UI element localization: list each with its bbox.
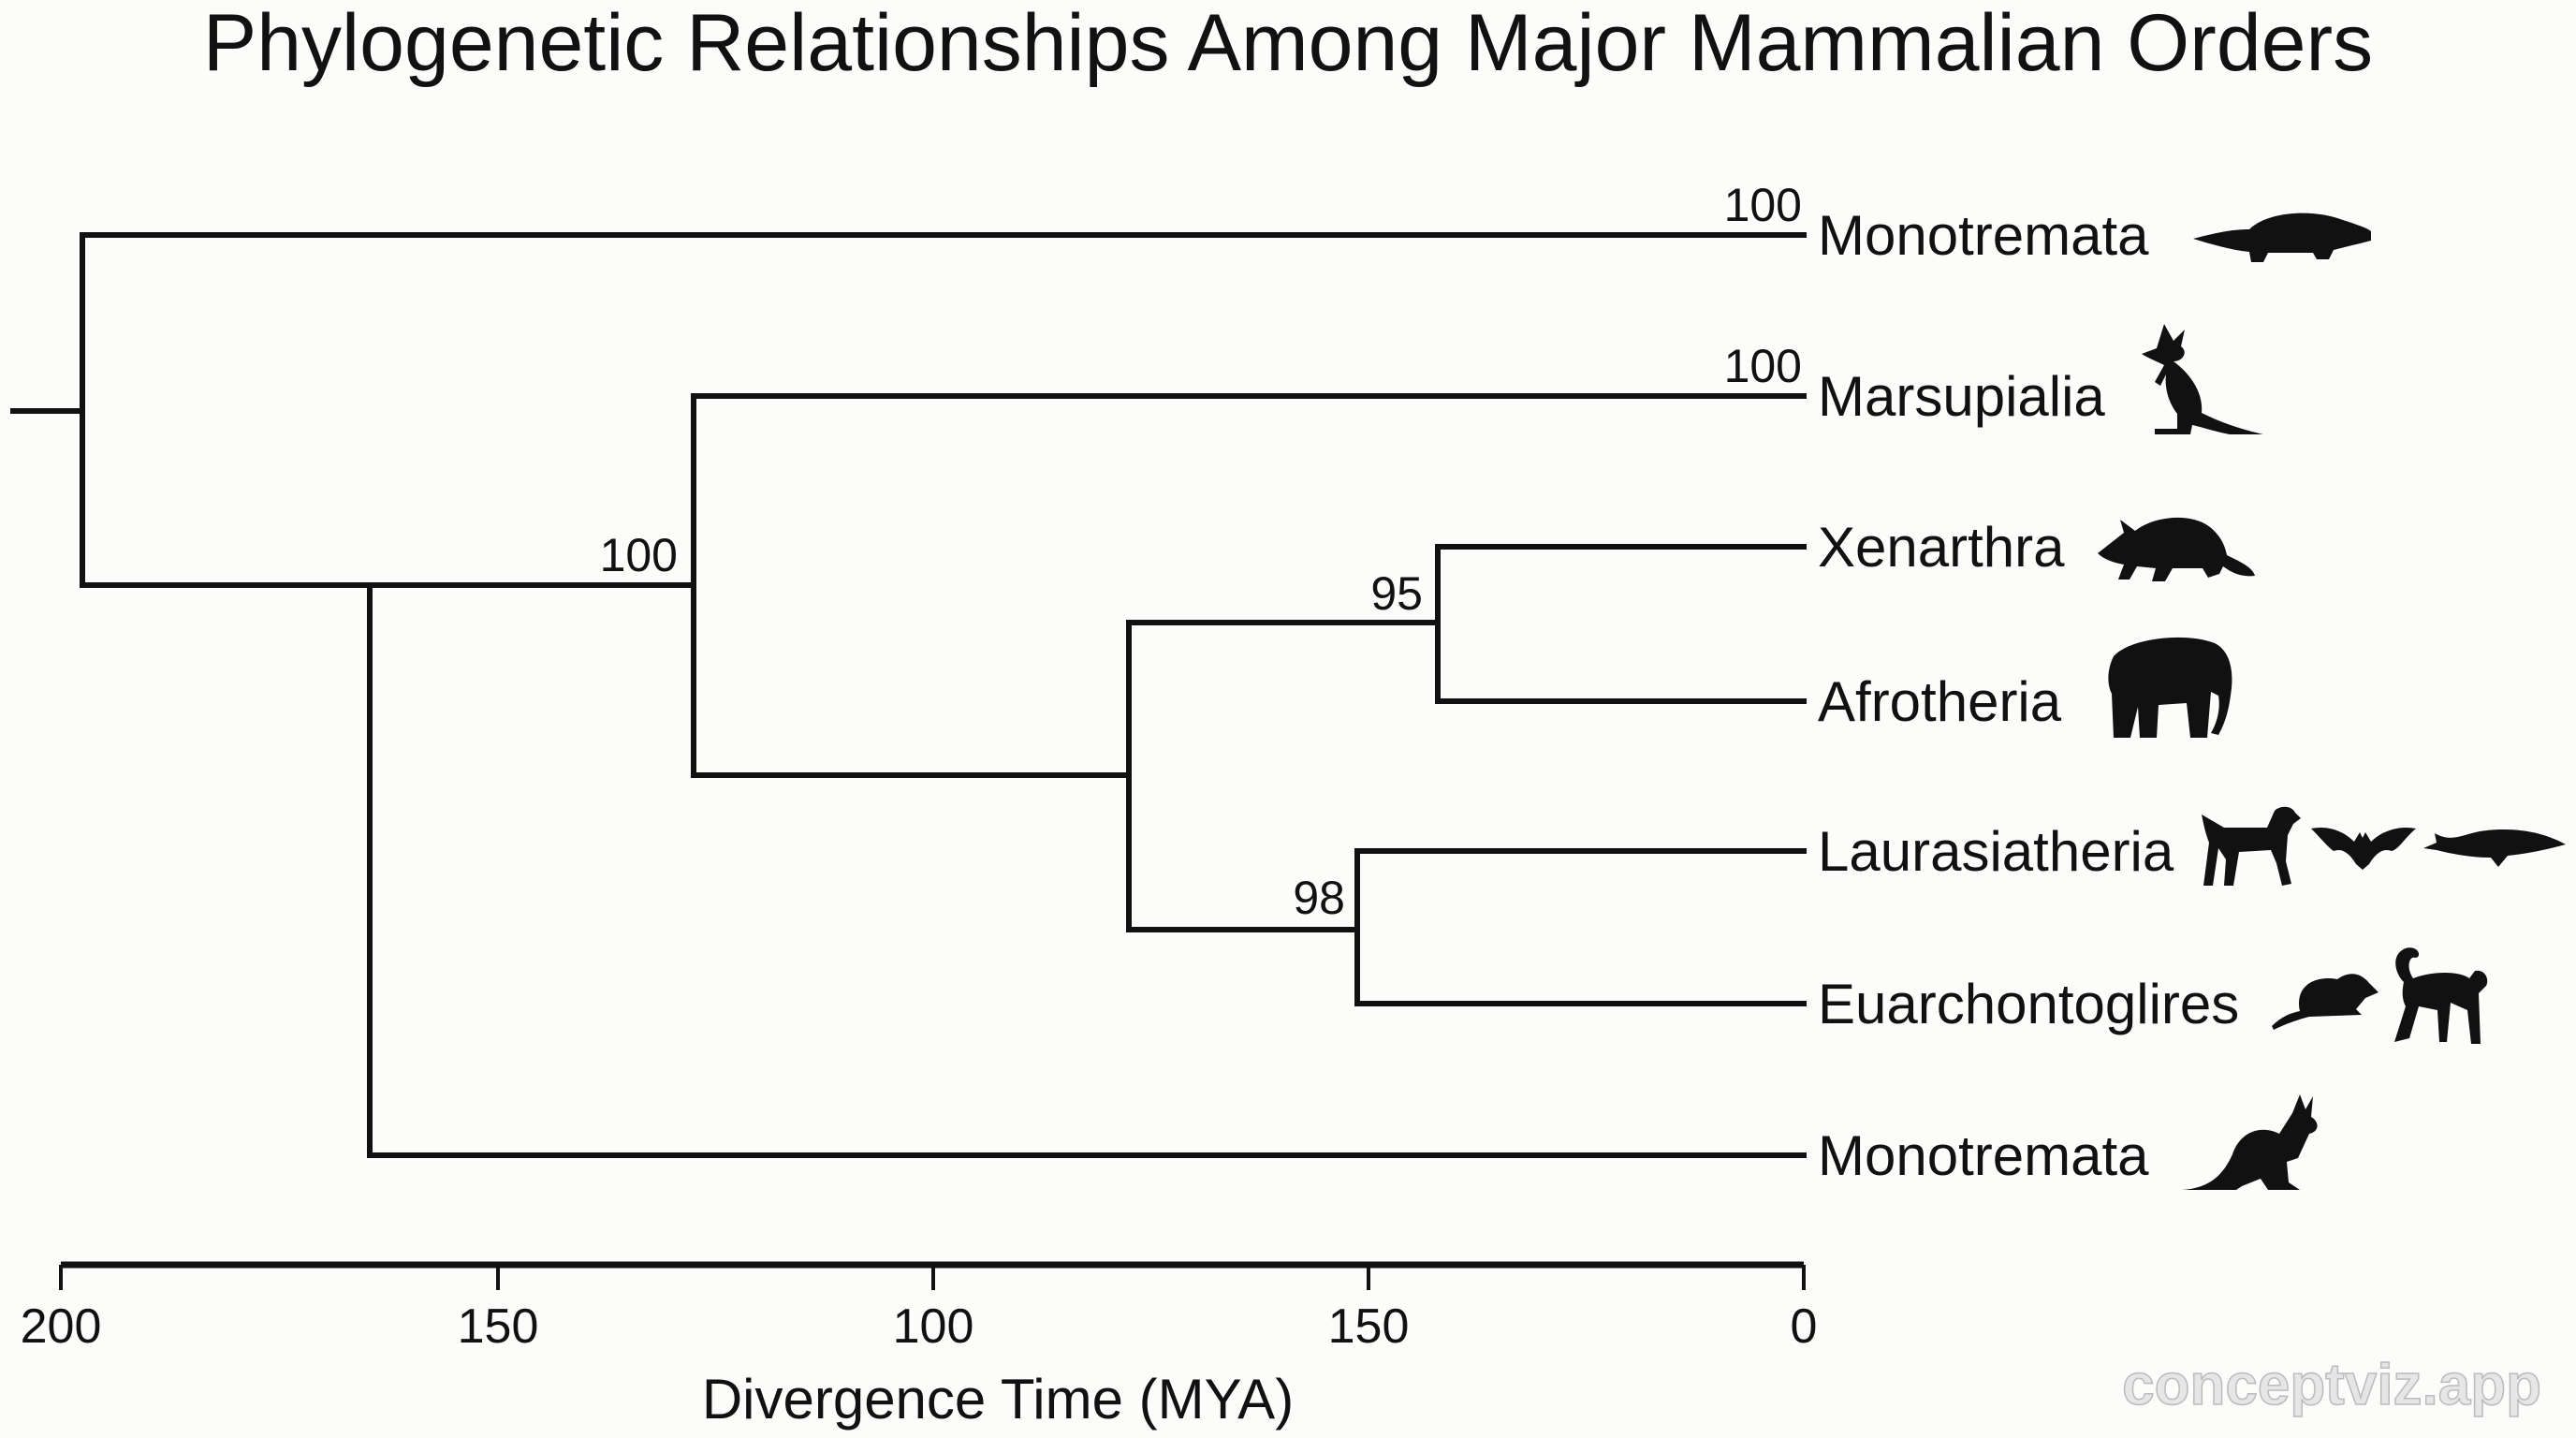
dog-icon xyxy=(2202,806,2301,886)
axis-tick-label: 200 xyxy=(21,1299,102,1354)
axis-tick-label: 150 xyxy=(458,1299,539,1354)
platypus-icon xyxy=(2193,213,2371,262)
kangaroo-icon xyxy=(2182,1094,2318,1190)
bootstrap-label: 95 xyxy=(1370,567,1423,620)
tip-label: Afrotheria xyxy=(1818,670,2062,733)
monkey-icon xyxy=(2394,947,2488,1044)
axis-tick-label: 150 xyxy=(1328,1299,1410,1354)
tip-label: Euarchontoglires xyxy=(1818,973,2239,1035)
tip-label: Xenarthra xyxy=(1818,516,2065,579)
bootstrap-label: 98 xyxy=(1293,872,1345,924)
bat-icon xyxy=(2311,827,2416,870)
tip-label: Monotremata xyxy=(1818,204,2149,267)
axis-tick-label: 100 xyxy=(893,1299,974,1354)
watermark: conceptviz.app xyxy=(2122,1353,2541,1417)
tip-label: Marsupialia xyxy=(1818,365,2105,428)
tree-branches xyxy=(10,232,1807,1158)
tip-label: Monotremata xyxy=(1818,1124,2149,1187)
whale-icon xyxy=(2423,829,2566,867)
figure-title: Phylogenetic Relationships Among Major M… xyxy=(203,0,2373,88)
bootstrap-label: 100 xyxy=(1724,340,1802,392)
bootstrap-label: 100 xyxy=(1724,179,1802,231)
bootstrap-label: 100 xyxy=(600,529,678,581)
armadillo-icon xyxy=(2098,517,2255,581)
kangaroo-icon xyxy=(2142,324,2263,434)
elephant-icon xyxy=(2108,637,2232,738)
time-axis: 200 150 100 150 0 Divergence Time (MYA) xyxy=(21,1261,1818,1431)
axis-title: Divergence Time (MYA) xyxy=(702,1368,1294,1431)
axis-tick-label: 0 xyxy=(1791,1299,1818,1354)
rat-icon xyxy=(2272,974,2378,1030)
tip-label: Laurasiatheria xyxy=(1818,820,2174,883)
